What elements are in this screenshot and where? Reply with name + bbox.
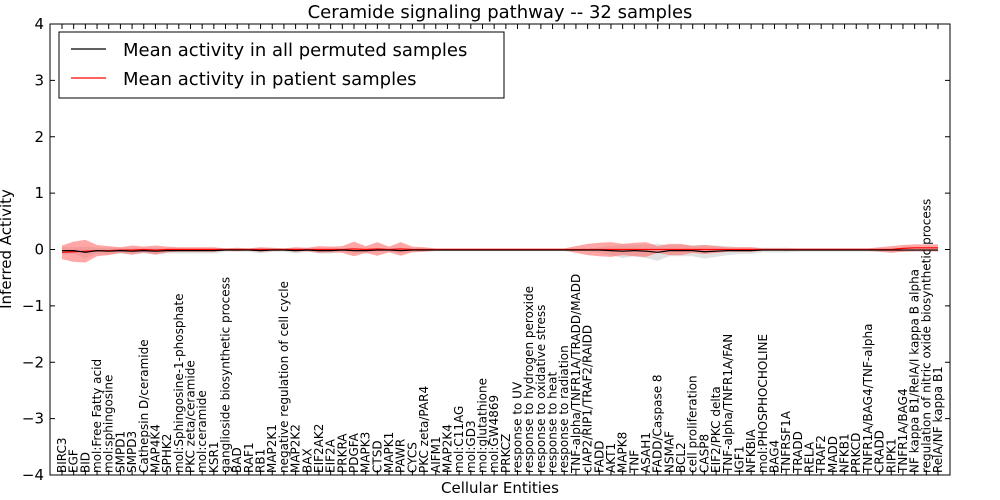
x-tick-label: TNF-alpha/TNFR1A/TRADD/MADD — [569, 274, 583, 474]
series-band-1 — [62, 239, 938, 263]
x-tick-label: mol:ceramide — [195, 390, 209, 473]
series-line-0 — [62, 249, 938, 253]
x-tick-label: regulation of nitric oxide biosynthetic … — [919, 199, 933, 473]
x-tick-label: NFKB1 — [838, 433, 852, 473]
x-tick-label: negative regulation of cell cycle — [277, 281, 291, 473]
x-tick-label: MAP2K2 — [289, 424, 303, 473]
x-tick-label: PRKCZ — [499, 434, 513, 473]
x-tick-label: RELA — [803, 441, 817, 473]
y-tick-label: −1 — [22, 297, 44, 315]
x-tick-label: response to hydrogen peroxide — [522, 286, 536, 473]
legend-label-permuted: Mean activity in all permuted samples — [123, 40, 467, 61]
x-tick-label: BCL2 — [674, 442, 688, 473]
x-tick-label: NFKBIA — [744, 428, 758, 473]
chart-title: Ceramide signaling pathway -- 32 samples — [308, 2, 693, 23]
x-tick-label: TRADD — [791, 431, 805, 474]
x-tick-label: Cathepsin D/ceramide — [137, 339, 151, 473]
x-tick-label: response to heat — [546, 371, 560, 473]
x-tick-label: MAPK1 — [382, 432, 396, 473]
x-tick-label: mol:glutathione — [475, 378, 489, 473]
x-tick-label: MAP2K4 — [440, 424, 454, 473]
x-tick-label: MAP4K4 — [148, 424, 162, 473]
x-tick-label: AIFM1 — [429, 436, 443, 473]
x-tick-label: mol:GW4869 — [487, 395, 501, 473]
x-tick-label: NSMAF — [662, 431, 676, 473]
x-tick-label: CASP8 — [697, 434, 711, 473]
x-tick-label: RB1 — [254, 449, 268, 473]
x-tick-label: EGF — [67, 449, 81, 473]
x-tick-label: mol:C11AG — [452, 406, 466, 473]
x-tick-label: response to radiation — [557, 345, 571, 473]
y-axis: −4 −3 −2 −1 0 1 2 3 4 — [22, 15, 950, 484]
x-tick-label: MAP2K1 — [265, 424, 279, 473]
x-tick-label: mol:Sphingosine-1-phosphate — [172, 294, 186, 474]
x-tick-label: BAD — [230, 447, 244, 473]
x-tick-label: RAF1 — [242, 442, 256, 473]
x-tick-label: EIF2AK2 — [312, 424, 326, 473]
y-tick-label: 0 — [34, 241, 44, 259]
x-tick-label: BAG4 — [767, 440, 781, 473]
x-tick-label: MAPK3 — [359, 432, 373, 473]
x-tick-label: NF kappa B1/RelA/I kappa B alpha — [908, 269, 922, 473]
y-tick-label: 3 — [34, 71, 44, 89]
x-tick-label: mol:Free Fatty acid — [90, 359, 104, 473]
x-tick-label: MAPK8 — [616, 432, 630, 473]
x-tick-label: ganglioside biosynthetic process — [219, 277, 233, 473]
x-tick-label: cIAP2/RIP1/TRAF2/RAIDD — [581, 325, 595, 473]
x-tick-label: PAWR — [394, 439, 408, 473]
x-tick-label: PRKRA — [335, 433, 349, 473]
x-tick-label: FADD/Caspase 8 — [651, 374, 665, 473]
x-tick-label: SMPD1 — [113, 431, 127, 473]
x-tick-label: TNF — [627, 450, 641, 474]
x-tick-label: MADD — [826, 436, 840, 473]
x-tick-label: ASAH1 — [639, 432, 653, 473]
x-tick-label: mol:sphingosine — [102, 375, 116, 473]
x-tick-label: BIRC3 — [55, 437, 69, 473]
x-tick-label: SMPD3 — [125, 431, 139, 473]
x-tick-label: PRKCD — [849, 433, 863, 473]
x-tick-label: BAX — [300, 448, 314, 473]
x-tick-label: mol:GD3 — [464, 420, 478, 473]
y-tick-label: 2 — [34, 128, 44, 146]
y-tick-label: 4 — [34, 15, 44, 33]
y-tick-label: −4 — [22, 466, 44, 484]
series-band-0 — [62, 243, 938, 261]
x-tick-label: CYCS — [405, 442, 419, 473]
x-tick-label: SPHK2 — [160, 434, 174, 473]
x-tick-label: EIF2/PKC delta — [709, 386, 723, 473]
x-tick-label: EIF2A — [324, 438, 338, 473]
y-tick-label: 1 — [34, 184, 44, 202]
x-tick-label: mol:PHOSPHOCHOLINE — [756, 334, 770, 473]
x-tick-label: RelA/NF kappa B1 — [931, 366, 945, 473]
x-tick-label: PDGFA — [347, 432, 361, 473]
x-tick-label: BID — [78, 452, 92, 473]
x-tick-label: TNF-alpha/TNFR1A/FAN — [721, 334, 735, 474]
legend-label-patient: Mean activity in patient samples — [123, 69, 417, 90]
x-tick-label: CTSD — [370, 440, 384, 473]
x-tick-label: response to oxidative stress — [534, 305, 548, 473]
x-tick-label: response to UV — [511, 381, 525, 473]
y-axis-label: Inferred Activity — [0, 189, 15, 309]
legend: Mean activity in all permuted samples Me… — [58, 31, 505, 99]
x-tick-label: CRADD — [873, 430, 887, 473]
x-tick-label: TRAF2 — [814, 435, 828, 474]
x-tick-label: RIPK1 — [884, 438, 898, 473]
x-axis-label: Cellular Entities — [441, 479, 559, 497]
x-tick-label: TNFRSF1A — [779, 410, 793, 474]
x-tick-label: TNFR1A/BAG4 — [896, 388, 910, 474]
y-tick-label: −3 — [22, 410, 44, 428]
legend-box — [58, 31, 505, 99]
x-tick-label: IGF1 — [732, 446, 746, 473]
y-tick-label: −2 — [22, 353, 44, 371]
x-tick-label: PKC zeta/PAR4 — [417, 386, 431, 473]
x-tick-label: cell proliferation — [686, 375, 700, 473]
x-tick-label: KSR1 — [207, 442, 221, 473]
x-tick-label: TNFR1A/BAG4/TNF-alpha — [861, 324, 875, 474]
x-tick-label: PKC zeta/ceramide — [183, 360, 197, 473]
x-tick-label: AKT1 — [604, 443, 618, 473]
x-tick-label: FADD — [592, 441, 606, 474]
